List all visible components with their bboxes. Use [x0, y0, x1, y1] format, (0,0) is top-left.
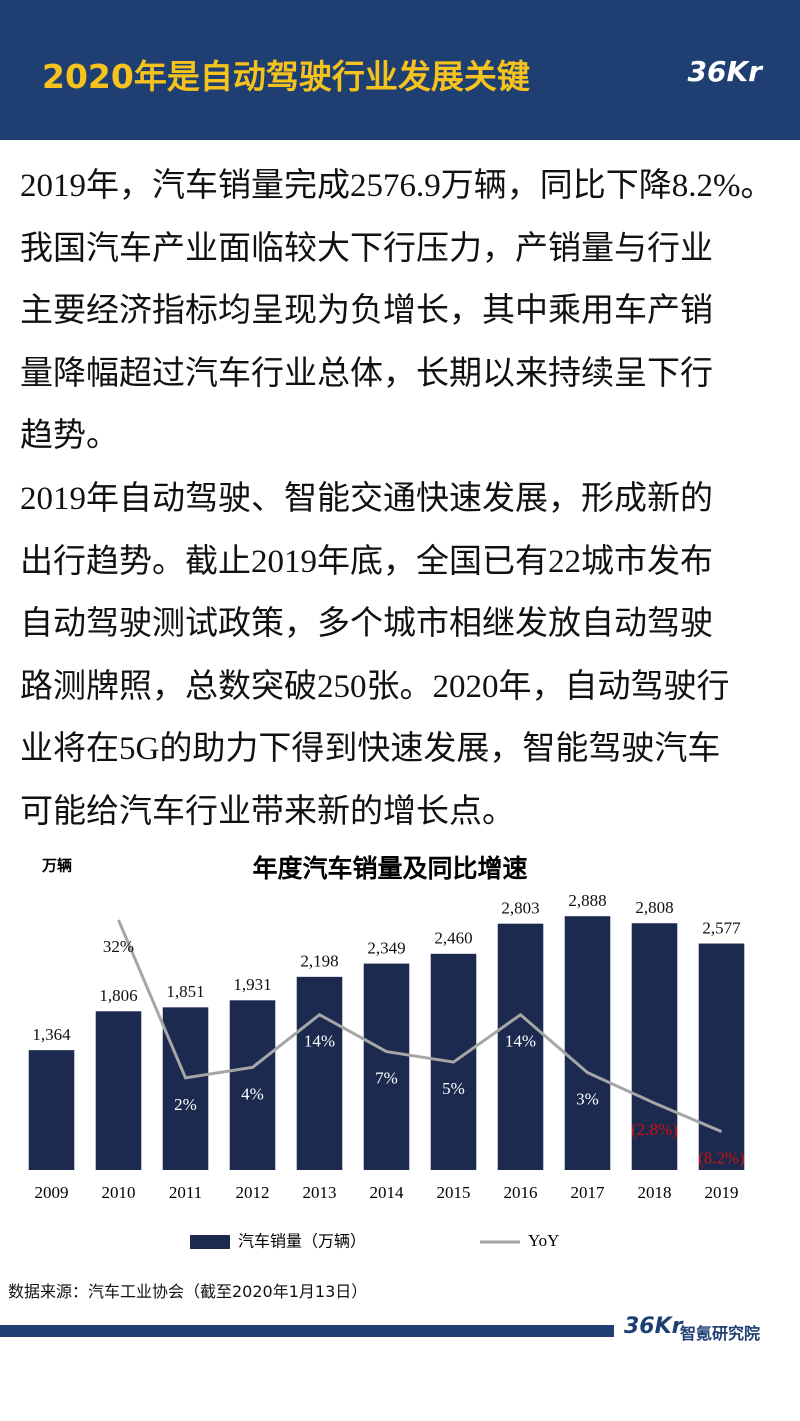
x-tick-label: 2012 [236, 1183, 270, 1202]
x-tick-label: 2009 [35, 1183, 69, 1202]
data-label: 1,851 [166, 982, 204, 1001]
source: 数据来源：汽车工业协会（截至2020年1月13日） [8, 1282, 368, 1301]
footer-org: 智氪研究院 [680, 1324, 761, 1343]
legend-label: 汽车销量（万辆） [238, 1232, 366, 1251]
text-line: 自动驾驶测试政策，多个城市相继发放自动驾驶 [20, 606, 713, 643]
data-label: 14% [304, 1032, 335, 1051]
data-label: 2,808 [635, 898, 673, 917]
data-label: 2,888 [568, 891, 606, 910]
x-tick-label: 2014 [370, 1183, 405, 1202]
x-tick-label: 2015 [437, 1183, 471, 1202]
chart: 万辆 年度汽车销量及同比增速 2009 2010 2011 2012 2013 2014 2… [28, 854, 745, 1251]
data-label: 14% [505, 1032, 536, 1051]
data-label: 3% [576, 1090, 599, 1109]
data-label: 2,349 [367, 938, 405, 957]
data-label: 7% [375, 1068, 398, 1087]
text-line: 可能给汽车行业带来新的增长点。 [20, 793, 515, 830]
x-tick-label: 2019 [705, 1183, 739, 1202]
body-text: 2019年，汽车销量完成2576.9万辆，同比下降8.2%。 我国汽车产业面临较大… [20, 155, 800, 844]
text-line: 2019年自动驾驶、智能交通快速发展，形成新的 [20, 480, 713, 517]
data-label: 1,806 [99, 986, 137, 1005]
unit-label: 万辆 [41, 857, 72, 875]
x-tick-label: 2010 [102, 1183, 136, 1202]
line [117, 919, 723, 1133]
data-label: 2% [174, 1095, 197, 1114]
chart-title: 年度汽车销量及同比增速 [252, 854, 527, 883]
text-line: 2019年，汽车销量完成2576.9万辆，同比下降8.2%。 [20, 168, 774, 204]
data-label: 5% [442, 1079, 465, 1098]
bar [162, 1007, 209, 1170]
text-line: 趋势。 [20, 418, 119, 455]
bar [698, 943, 745, 1170]
bar [497, 923, 544, 1170]
footer-bar [0, 1325, 614, 1337]
data-label: 2,198 [300, 952, 338, 971]
data-label: 1,364 [32, 1025, 71, 1044]
bar [296, 976, 343, 1170]
data-label: 32% [103, 937, 134, 956]
text-line: 主要经济指标均呈现为负增长，其中乘用车产销 [20, 293, 713, 330]
text-line: 出行趋势。截止2019年底，全国已有22城市发布 [20, 543, 713, 580]
x-tick-label: 2011 [169, 1183, 202, 1202]
header: 2020年是自动驾驶行业发展关键 36Kr [0, 0, 800, 140]
text-line: 量降幅超过汽车行业总体，长期以来持续呈下行 [20, 355, 713, 392]
footer-logo: 36Kr [624, 1314, 683, 1339]
legend-label: YoY [528, 1231, 559, 1250]
text-line: 业将在5G的助力下得到快速发展，智能驾驶汽车 [20, 731, 721, 768]
bar [564, 916, 611, 1170]
bar [631, 923, 678, 1170]
x-tick-label: 2017 [571, 1183, 606, 1202]
data-label: 4% [241, 1084, 264, 1103]
text-line: 我国汽车产业面临较大下行压力，产销量与行业 [20, 230, 713, 267]
data-label: (8.2%) [698, 1148, 745, 1167]
legend-swatch [190, 1235, 230, 1249]
text-line: 路测牌照，总数突破250张。2020年，自动驾驶行 [20, 668, 730, 705]
bar [28, 1050, 75, 1170]
data-label: 2,460 [434, 929, 472, 948]
data-label: 2,803 [501, 899, 539, 918]
bar [229, 1000, 276, 1170]
x-tick-label: 2016 [504, 1183, 538, 1202]
header-title: 2020年是自动驾驶行业发展关键 [42, 57, 530, 96]
data-label: 1,931 [233, 975, 271, 994]
x-tick-label: 2013 [303, 1183, 337, 1202]
data-label: 2,577 [702, 918, 741, 937]
bar [95, 1011, 142, 1170]
x-tick-label: 2018 [638, 1183, 672, 1202]
data-label: (2.8%) [631, 1120, 678, 1139]
bar [363, 963, 410, 1170]
logo: 36Kr [687, 55, 762, 88]
